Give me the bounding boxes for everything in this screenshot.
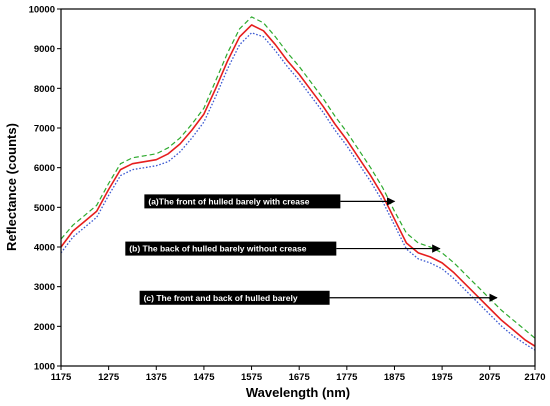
x-axis-title: Wavelength (nm) xyxy=(246,385,350,400)
series-line-dashed xyxy=(60,16,536,339)
annotation-box xyxy=(125,241,337,256)
x-tick-label: 1375 xyxy=(146,372,168,383)
y-tick-label: 3000 xyxy=(34,282,55,293)
y-tick-label: 8000 xyxy=(34,84,55,95)
y-tick-label: 4000 xyxy=(34,243,55,254)
x-tick-label: 1475 xyxy=(193,372,215,383)
y-tick-label: 9000 xyxy=(34,44,55,55)
series-line-solid xyxy=(60,24,536,347)
x-tick-label: 2170 xyxy=(524,372,545,383)
annotation-box xyxy=(144,194,341,209)
x-tick-label: 1175 xyxy=(51,372,72,383)
annotation-label: (c) The front and back of hulled barely xyxy=(144,293,298,303)
x-tick-label: 1675 xyxy=(289,372,311,383)
annotation-label: (a)The front of hulled barely with creas… xyxy=(148,196,309,206)
x-tick-label: 1775 xyxy=(336,372,358,383)
y-tick-label: 6000 xyxy=(34,163,55,174)
series-line-dotted xyxy=(60,32,536,351)
y-tick-label: 10000 xyxy=(29,5,55,16)
y-axis-title: Reflectance (counts) xyxy=(4,123,19,251)
x-tick-label: 1875 xyxy=(384,372,406,383)
y-tick-label: 2000 xyxy=(34,322,55,333)
x-tick-label: 1275 xyxy=(98,372,120,383)
y-tick-label: 5000 xyxy=(34,203,55,214)
y-tick-label: 1000 xyxy=(34,362,55,373)
x-tick-label: 1575 xyxy=(241,372,263,383)
plot-area-frame xyxy=(60,8,536,367)
y-tick-label: 7000 xyxy=(34,124,55,135)
x-tick-label: 2075 xyxy=(479,372,501,383)
x-tick-label: 1975 xyxy=(432,372,454,383)
annotation-label: (b) The back of hulled barely without cr… xyxy=(129,244,306,254)
annotation-box xyxy=(139,290,330,305)
